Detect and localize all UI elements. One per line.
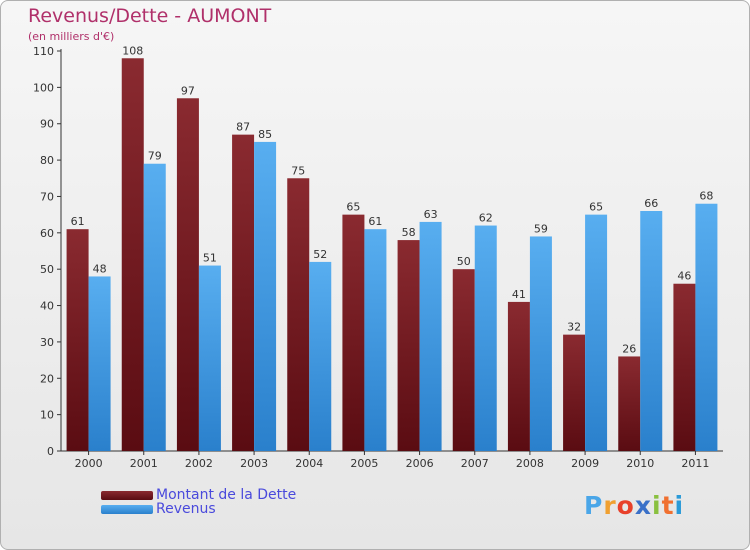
x-tick-label: 2002	[185, 457, 213, 470]
bar-revenus	[364, 229, 387, 451]
bar-revenus	[198, 265, 221, 451]
data-label-dette: 41	[512, 288, 526, 301]
bar-revenus	[474, 225, 497, 451]
bar-dette	[507, 301, 530, 451]
logo-letter: r	[603, 491, 617, 520]
bar-dette	[66, 229, 89, 451]
logo-letter: o	[616, 491, 635, 520]
data-label-revenus: 85	[258, 128, 272, 141]
y-tick-label: 60	[40, 227, 54, 240]
data-label-revenus: 65	[589, 201, 603, 214]
chart-data-labels: 61 48 108 79 97 51 87 85 75 52 65 61 58 63 50 62 41 59 32 6…	[71, 44, 714, 355]
bar-revenus	[254, 141, 277, 451]
data-label-dette: 61	[71, 215, 85, 228]
logo-letter: i	[674, 491, 685, 520]
bar-dette	[563, 334, 586, 451]
x-tick-label: 2006	[406, 457, 434, 470]
x-tick-label: 2003	[240, 457, 268, 470]
x-tick-label: 2004	[295, 457, 323, 470]
y-tick-label: 30	[40, 336, 54, 349]
legend-label-dette: Montant de la Dette	[156, 487, 297, 503]
bar-revenus	[695, 203, 718, 451]
x-tick-label: 2007	[461, 457, 489, 470]
data-label-dette: 108	[122, 44, 143, 57]
data-label-dette: 58	[402, 226, 416, 239]
y-tick-label: 40	[40, 300, 54, 313]
bar-dette	[121, 58, 144, 451]
data-label-revenus: 59	[534, 222, 548, 235]
bar-dette	[287, 178, 310, 452]
bar-revenus	[309, 261, 332, 451]
logo-letter: x	[634, 491, 652, 520]
bar-dette	[342, 214, 365, 451]
data-label-revenus: 48	[93, 262, 107, 275]
x-tick-label: 2000	[75, 457, 103, 470]
data-label-revenus: 51	[203, 252, 217, 265]
x-tick-label: 2011	[681, 457, 709, 470]
logo-letter: P	[584, 491, 604, 520]
bar-dette	[673, 283, 696, 451]
bar-dette	[397, 240, 420, 451]
logo-letter: i	[652, 491, 662, 520]
x-tick-label: 2008	[516, 457, 544, 470]
x-tick-label: 2010	[626, 457, 654, 470]
bar-revenus	[640, 211, 663, 451]
y-tick-label: 80	[40, 154, 54, 167]
legend-swatch-revenus	[101, 505, 153, 514]
proxiti-logo: Proxiti	[584, 491, 684, 520]
chart-title: Revenus/Dette - AUMONT	[28, 5, 272, 27]
bar-dette	[232, 134, 255, 452]
x-tick-label: 2009	[571, 457, 599, 470]
y-tick-label: 110	[33, 45, 54, 58]
bar-revenus	[585, 214, 608, 451]
y-tick-label: 70	[40, 190, 54, 203]
data-label-revenus: 61	[368, 215, 382, 228]
data-label-revenus: 52	[313, 248, 327, 261]
data-label-dette: 32	[567, 321, 581, 334]
bar-revenus	[143, 163, 166, 451]
bar-dette	[452, 269, 475, 451]
legend-label-revenus: Revenus	[156, 501, 216, 517]
data-label-dette: 75	[291, 164, 305, 177]
data-label-revenus: 79	[148, 150, 162, 163]
x-tick-label: 2001	[130, 457, 158, 470]
data-label-revenus: 62	[479, 212, 493, 225]
data-label-dette: 50	[457, 255, 471, 268]
data-label-revenus: 63	[424, 208, 438, 221]
data-label-dette: 97	[181, 84, 195, 97]
bar-revenus	[529, 236, 552, 451]
data-label-dette: 46	[677, 270, 691, 283]
y-tick-label: 20	[40, 372, 54, 385]
bar-dette	[176, 98, 199, 451]
y-tick-label: 0	[47, 445, 54, 458]
data-label-dette: 87	[236, 121, 250, 134]
data-label-dette: 65	[346, 201, 360, 214]
data-label-revenus: 66	[644, 197, 658, 210]
bar-revenus	[88, 276, 111, 451]
y-tick-label: 50	[40, 263, 54, 276]
chart-axes: 0 10 20 30 40 50 60 70 80 90 100 110 2000 2001 2002 200…	[33, 45, 723, 470]
y-tick-label: 10	[40, 409, 54, 422]
y-tick-label: 100	[33, 81, 54, 94]
chart-bars	[66, 58, 718, 452]
y-tick-label: 90	[40, 118, 54, 131]
data-label-revenus: 68	[699, 190, 713, 203]
bar-revenus	[419, 221, 442, 451]
x-tick-label: 2005	[350, 457, 378, 470]
logo-letter: t	[661, 491, 675, 520]
legend-swatch-dette	[101, 491, 153, 500]
bar-dette	[618, 356, 641, 451]
chart-subtitle: (en milliers d'€)	[28, 30, 115, 43]
data-label-dette: 26	[622, 342, 636, 355]
